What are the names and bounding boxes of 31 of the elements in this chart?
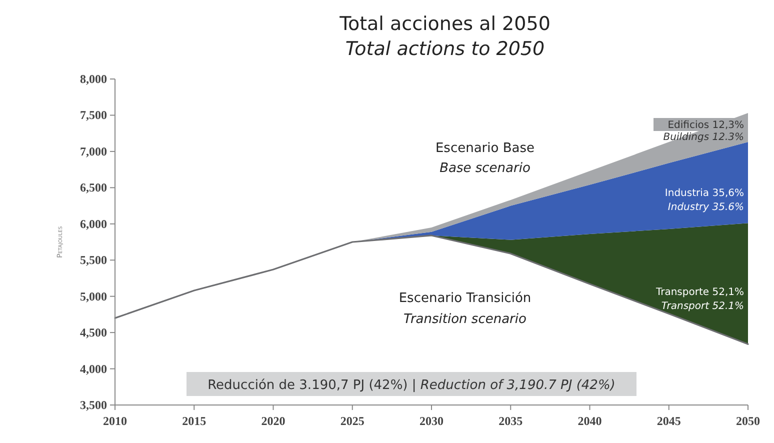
- annotation: Escenario Transición: [398, 291, 532, 306]
- y-tick-label: 3,500: [80, 398, 107, 412]
- x-tick-label: 2025: [340, 414, 364, 428]
- y-tick-label: 7,500: [80, 108, 107, 122]
- series-label: Transporte 52,1%: [654, 287, 744, 298]
- y-tick-label: 4,500: [80, 326, 107, 340]
- annotation: Transition scenario: [404, 312, 527, 327]
- x-tick-label: 2040: [578, 414, 602, 428]
- y-tick-label: 8,000: [80, 72, 107, 86]
- chart-title: Total acciones al 2050: [338, 13, 550, 35]
- x-tick-label: 2010: [103, 414, 127, 428]
- y-tick-label: 4,000: [80, 362, 107, 376]
- x-tick-label: 2015: [182, 414, 206, 428]
- y-tick-label: 7,000: [80, 144, 107, 158]
- x-tick-label: 2045: [656, 414, 681, 428]
- x-tick-label: 2035: [498, 414, 523, 428]
- annotation: Base scenario: [440, 161, 530, 176]
- series-label: Industria 35,6%: [664, 188, 744, 199]
- annotation: Escenario Base: [435, 141, 535, 156]
- x-tick-label: 2050: [736, 414, 760, 428]
- x-tick-label: 2020: [261, 414, 286, 428]
- annotation: Industry 35.6%: [668, 202, 744, 213]
- annotation: Transport 52.1%: [661, 301, 744, 312]
- y-tick-label: 5,500: [80, 253, 107, 268]
- series-label: Edificios 12,3%: [668, 120, 744, 131]
- y-tick-label: 6,500: [80, 180, 107, 195]
- y-tick-label: 6,000: [80, 216, 107, 231]
- y-tick-label: 5,000: [80, 289, 107, 304]
- x-tick-label: 2030: [420, 414, 444, 428]
- chart-subtitle: Total actions to 2050: [345, 38, 545, 60]
- annotation: Reducción de 3.190,7 PJ (42%) | Reduction of 3,190.7 PJ (42%): [208, 378, 616, 393]
